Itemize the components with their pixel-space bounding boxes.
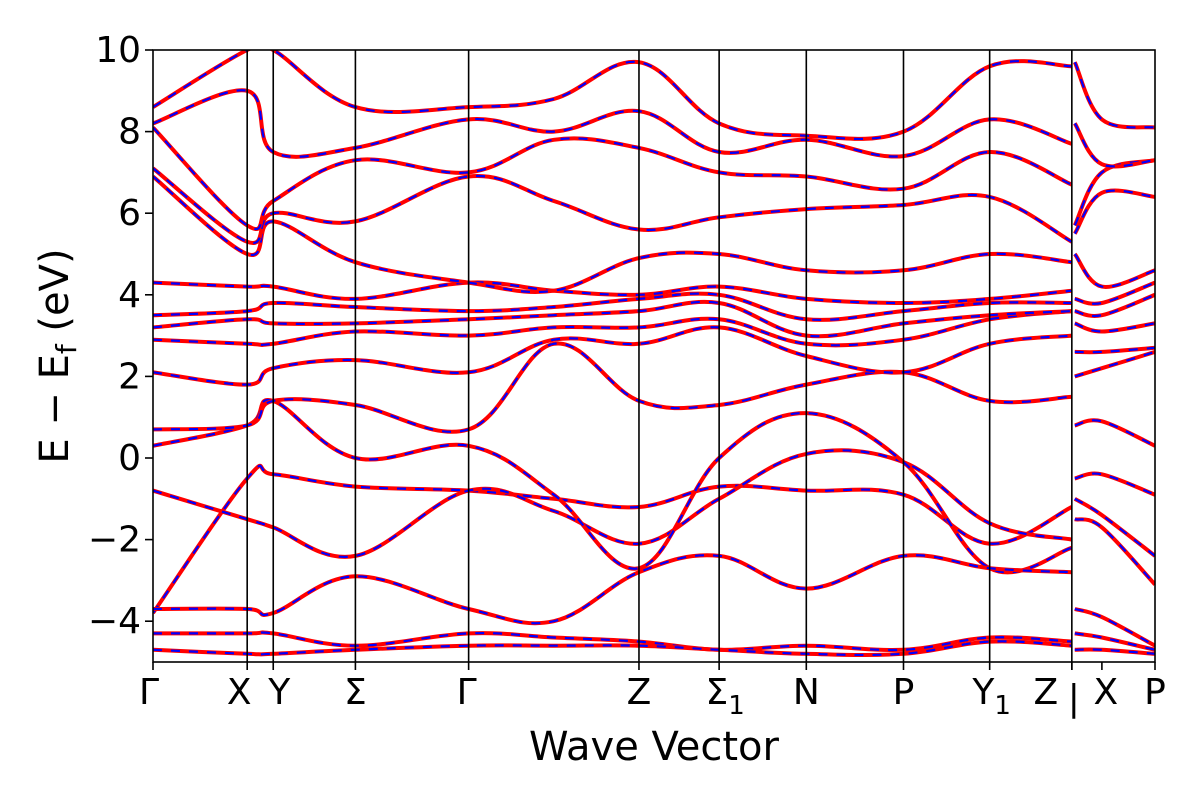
x-tick-label: Y bbox=[267, 672, 291, 713]
x-tick-label: P bbox=[1144, 672, 1166, 713]
band-3-seg-1-line bbox=[1074, 418, 1155, 448]
x-tick-label: Y1 bbox=[971, 672, 1011, 721]
band-14-seg-1-dash bbox=[1074, 607, 1155, 647]
y-axis-label: E − Ef (eV) bbox=[32, 248, 83, 463]
band-15-seg-1-line bbox=[1074, 631, 1155, 652]
band-13-seg-1-line bbox=[1072, 61, 1155, 130]
band-0-seg-1-dash bbox=[1074, 472, 1155, 496]
band-12-seg-0-dash bbox=[153, 89, 1073, 158]
band-2-seg-0-line bbox=[153, 397, 1073, 575]
x-axis: Γ X Y Σ Γ Z Σ1 N P Y1 Z | X P bbox=[139, 662, 1166, 721]
band-10-seg-0-line bbox=[153, 166, 1073, 246]
x-tick-label: X bbox=[1094, 672, 1119, 713]
y-tick-label: 8 bbox=[118, 112, 141, 153]
band-lines bbox=[153, 50, 1155, 657]
y-tick-label: 0 bbox=[118, 438, 141, 479]
band-12-seg-0-line bbox=[153, 88, 1073, 159]
band-11-seg-1-dash bbox=[1073, 159, 1155, 226]
band-15-seg-1-dash bbox=[1074, 632, 1155, 651]
band-2-seg-1-line bbox=[1074, 517, 1155, 586]
band-12-seg-1-dash bbox=[1073, 122, 1155, 168]
band-9-seg-1-line bbox=[1073, 252, 1155, 289]
band-4-seg-0-line bbox=[153, 325, 1073, 387]
band-7-seg-1-dash bbox=[1074, 293, 1155, 317]
x-tick-label: Γ bbox=[139, 672, 159, 713]
band-7-seg-0-line bbox=[153, 291, 1072, 322]
band-16-seg-0-dash bbox=[153, 640, 1072, 657]
x-tick-label: Σ bbox=[344, 672, 367, 713]
band-13-seg-0-dash bbox=[153, 50, 1072, 141]
x-axis-label: Wave Vector bbox=[529, 724, 780, 770]
band-9-seg-0-dash bbox=[153, 175, 1072, 294]
x-tick-label: X bbox=[227, 672, 252, 713]
y-tick-label: −4 bbox=[88, 601, 141, 642]
band-14-seg-0-dash bbox=[153, 554, 1072, 625]
band-15-seg-0-line bbox=[153, 630, 1072, 653]
band-10-seg-1-dash bbox=[1073, 189, 1155, 235]
y-axis-label-text: E − Ef (eV) bbox=[32, 248, 83, 463]
band-2-seg-1-dash bbox=[1074, 518, 1155, 586]
band-7-seg-0-dash bbox=[153, 292, 1072, 321]
x-tick-label: Γ bbox=[457, 672, 477, 713]
band-16-seg-1-dash bbox=[1074, 648, 1155, 655]
high-symmetry-lines bbox=[246, 50, 1073, 662]
x-tick-label: Σ1 bbox=[705, 672, 744, 721]
band-8-seg-0-dash bbox=[153, 281, 1072, 305]
band-5-seg-0-line bbox=[153, 309, 1073, 348]
y-tick-label: 4 bbox=[118, 275, 141, 316]
band-9-seg-1-dash bbox=[1073, 253, 1155, 288]
band-4-seg-0-dash bbox=[153, 326, 1072, 386]
band-5-seg-1-dash bbox=[1074, 346, 1155, 354]
band-3-seg-1-dash bbox=[1074, 419, 1155, 447]
band-2-seg-0-dash bbox=[153, 398, 1073, 574]
band-3-seg-0-dash bbox=[153, 342, 1072, 433]
band-0-seg-0-dash bbox=[153, 464, 1073, 614]
y-tick-label: −2 bbox=[88, 520, 141, 561]
y-tick-label: 10 bbox=[95, 30, 141, 71]
band-0-seg-1-line bbox=[1074, 471, 1155, 497]
band-13-seg-0-line bbox=[153, 50, 1072, 141]
band-11-seg-0-dash bbox=[153, 126, 1073, 231]
plot-frame bbox=[152, 49, 1156, 663]
band-8-seg-1-dash bbox=[1074, 281, 1155, 305]
x-tick-label: N bbox=[793, 672, 820, 713]
y-axis: −4 −2 0 2 4 6 8 10 bbox=[88, 30, 153, 642]
y-tick-label: 2 bbox=[118, 356, 141, 397]
band-4-seg-1-dash bbox=[1074, 350, 1155, 378]
band-1-seg-0-dash bbox=[153, 449, 1073, 558]
band-1-seg-1-dash bbox=[1074, 497, 1155, 557]
x-tick-label: P bbox=[893, 672, 915, 713]
x-tick-label: Z bbox=[1033, 672, 1058, 713]
band-9-seg-0-line bbox=[153, 174, 1073, 295]
band-6-seg-1-dash bbox=[1074, 322, 1155, 333]
band-16-seg-0-line bbox=[153, 639, 1072, 657]
x-tick-label: | bbox=[1068, 678, 1080, 719]
band-1-seg-1-line bbox=[1073, 497, 1155, 558]
band-1-seg-0-line bbox=[153, 448, 1073, 559]
band-14-seg-0-line bbox=[153, 553, 1072, 626]
band-3-seg-0-line bbox=[153, 341, 1072, 434]
x-tick-label: Z bbox=[627, 672, 652, 713]
y-tick-label: 6 bbox=[118, 193, 141, 234]
